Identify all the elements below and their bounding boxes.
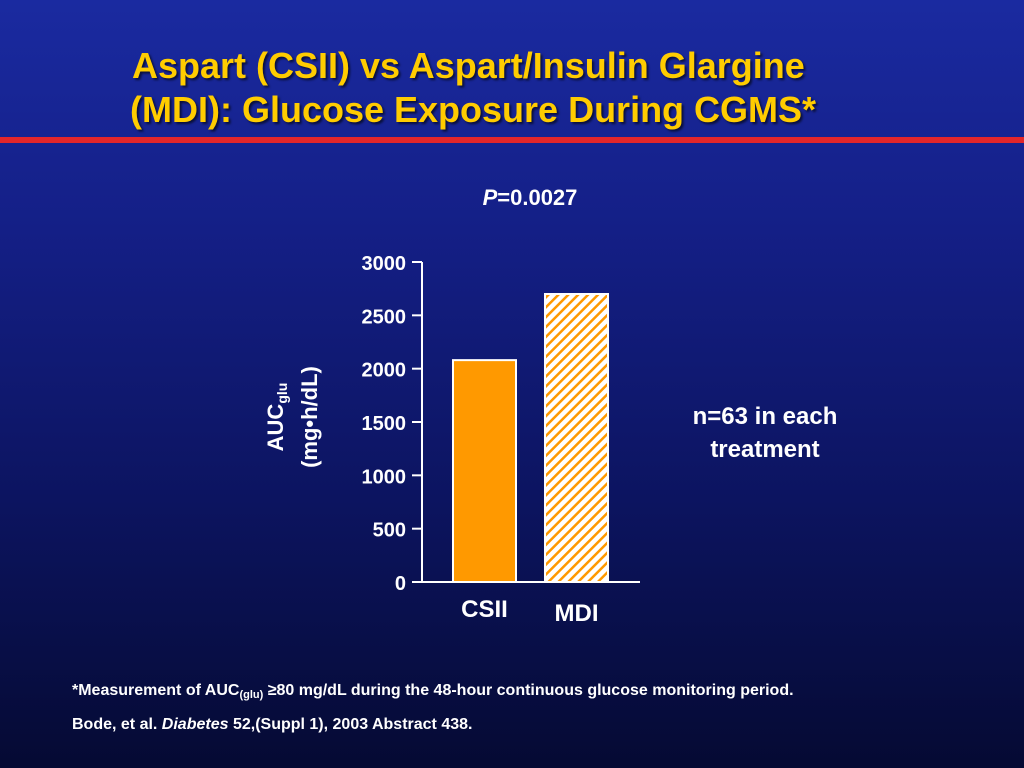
- footnote: *Measurement of AUC(glu) ≥80 mg/dL durin…: [72, 682, 794, 701]
- x-category-label: CSII: [461, 596, 508, 623]
- x-category-label: MDI: [555, 600, 599, 627]
- y-tick-label: 1000: [362, 466, 407, 488]
- label-layer: 0 500 1000 1500 2000 2500 3000 CSII MDI: [362, 253, 599, 627]
- y-tick-label: 2000: [362, 360, 407, 382]
- citation-details: 52,(Suppl 1), 2003 Abstract 438.: [228, 716, 473, 733]
- slide-title: Aspart (CSII) vs Aspart/Insulin Glargine…: [130, 44, 992, 132]
- y-tick-label: 0: [395, 573, 406, 595]
- note-line-2: treatment: [710, 436, 820, 463]
- p-symbol: P: [482, 185, 498, 210]
- title-divider: [0, 137, 1024, 143]
- y-tick-label: 500: [373, 520, 406, 542]
- footnote-subscript: (glu): [239, 689, 264, 701]
- note-line-1: n=63 in each: [692, 403, 838, 430]
- y-axis-title: AUCglu (mg•h/dL): [262, 317, 322, 517]
- citation-journal: Diabetes: [161, 716, 229, 733]
- y-tick-label: 1500: [362, 413, 407, 435]
- title-line-1: Aspart (CSII) vs Aspart/Insulin Glargine: [132, 45, 805, 86]
- y-tick-label: 2500: [362, 306, 407, 328]
- y-axis-label-main: AUC: [263, 403, 288, 452]
- title-line-2: (MDI): Glucose Exposure During CGMS*: [130, 89, 817, 130]
- y-axis-label-sub: glu: [274, 382, 290, 404]
- sample-size-note: n=63 in each treatment: [640, 400, 890, 466]
- y-tick-label: 3000: [362, 253, 407, 275]
- bar-csii: [452, 359, 517, 583]
- bar-mdi: [544, 293, 609, 583]
- footnote-text-end: ≥80 mg/dL during the 48-hour continuous …: [263, 682, 794, 699]
- citation: Bode, et al. Diabetes 52,(Suppl 1), 2003…: [72, 716, 472, 734]
- citation-authors: Bode, et al.: [72, 716, 162, 733]
- y-axis-units: (mg•h/dL): [297, 366, 322, 468]
- bar-layer: [452, 293, 609, 583]
- p-value-label: P=0.0027: [420, 185, 640, 211]
- footnote-text: *Measurement of AUC: [72, 682, 240, 699]
- p-value: =0.0027: [497, 185, 578, 210]
